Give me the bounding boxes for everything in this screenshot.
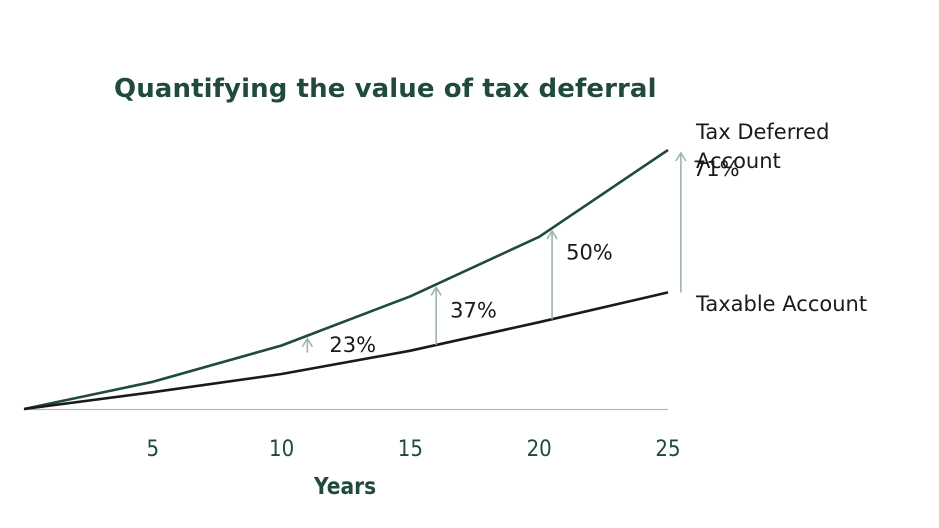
series-label-taxable-account: Taxable Account	[695, 292, 867, 316]
chart-title: Quantifying the value of tax deferral	[114, 74, 657, 104]
difference-label-4: 71%	[693, 157, 740, 181]
x-tick-label-5: 5	[147, 437, 160, 462]
series-label-tax-deferred-account: Tax Deferred Account	[695, 120, 829, 173]
difference-arrowhead-4	[675, 151, 687, 162]
x-tick-label-25: 25	[655, 437, 680, 462]
difference-label-3: 50%	[566, 241, 613, 265]
series-line-tax-deferred-account	[23, 148, 669, 411]
difference-label-1: 23%	[329, 333, 376, 357]
series-line-taxable-account	[23, 291, 669, 411]
x-tick-label-10: 10	[269, 437, 294, 462]
x-axis-label: Years	[314, 474, 377, 500]
x-tick-label-15: 15	[398, 437, 423, 462]
difference-arrowhead-3	[546, 229, 558, 240]
x-tick-label-20: 20	[527, 437, 552, 462]
difference-label-2: 37%	[450, 299, 497, 323]
difference-arrowhead-2	[430, 285, 442, 296]
difference-arrowhead-1	[301, 337, 314, 348]
